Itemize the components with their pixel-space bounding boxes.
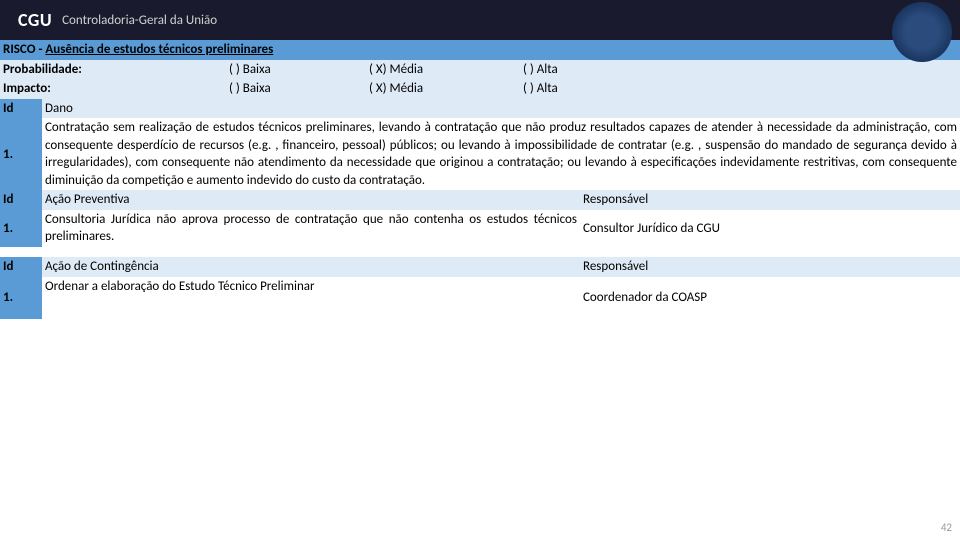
prob-alta: ( ) Alta [520,60,960,80]
prev-resp: Consultor Jurídico da CGU [580,210,960,247]
prev-row: 1. Consultoria Jurídica não aprova proce… [0,210,960,247]
logo-text: CGU [18,9,52,31]
prev-id: 1. [0,210,42,247]
imp-alta: ( ) Alta [520,79,960,99]
risk-label: RISCO - [3,42,45,57]
cont-header: Id Ação de Contingência Responsável [0,257,960,277]
prev-resp-h: Responsável [580,190,960,210]
dano-row: 1. Contratação sem realização de estudos… [0,118,960,190]
probability-row: Probabilidade: ( ) Baixa ( X) Média ( ) … [0,60,960,80]
cont-resp: Coordenador da COASP [580,277,960,319]
dano-header: Id Dano [0,99,960,119]
imp-media: ( X) Média [366,79,520,99]
risk-table: RISCO - Ausência de estudos técnicos pre… [0,40,960,319]
dano-id-h: Id [0,99,42,119]
logo-subtitle: Controladoria-Geral da União [62,13,217,28]
page-number: 42 [941,521,952,534]
prev-id-h: Id [0,190,42,210]
prev-text: Consultoria Jurídica não aprova processo… [42,210,580,247]
prob-baixa: ( ) Baixa [226,60,366,80]
dano-text: Contratação sem realização de estudos té… [42,118,960,190]
cont-id: 1. [0,277,42,319]
cont-row: 1. Ordenar a elaboração do Estudo Técnic… [0,277,960,319]
probability-label: Probabilidade: [0,60,226,80]
cont-id-h: Id [0,257,42,277]
cont-resp-h: Responsável [580,257,960,277]
header-bar: CGU Controladoria-Geral da União [0,0,960,40]
prev-header: Id Ação Preventiva Responsável [0,190,960,210]
impact-row: Impacto: ( ) Baixa ( X) Média ( ) Alta [0,79,960,99]
brasil-seal-icon [892,2,952,62]
prob-media: ( X) Média [366,60,520,80]
prev-label-h: Ação Preventiva [42,190,580,210]
cont-text: Ordenar a elaboração do Estudo Técnico P… [42,277,580,319]
dano-id: 1. [0,118,42,190]
impact-label: Impacto: [0,79,226,99]
imp-baixa: ( ) Baixa [226,79,366,99]
risk-title-row: RISCO - Ausência de estudos técnicos pre… [0,40,960,60]
cont-label-h: Ação de Contingência [42,257,580,277]
risk-title: Ausência de estudos técnicos preliminare… [45,42,273,57]
dano-label-h: Dano [42,99,960,119]
spacer [0,247,960,257]
